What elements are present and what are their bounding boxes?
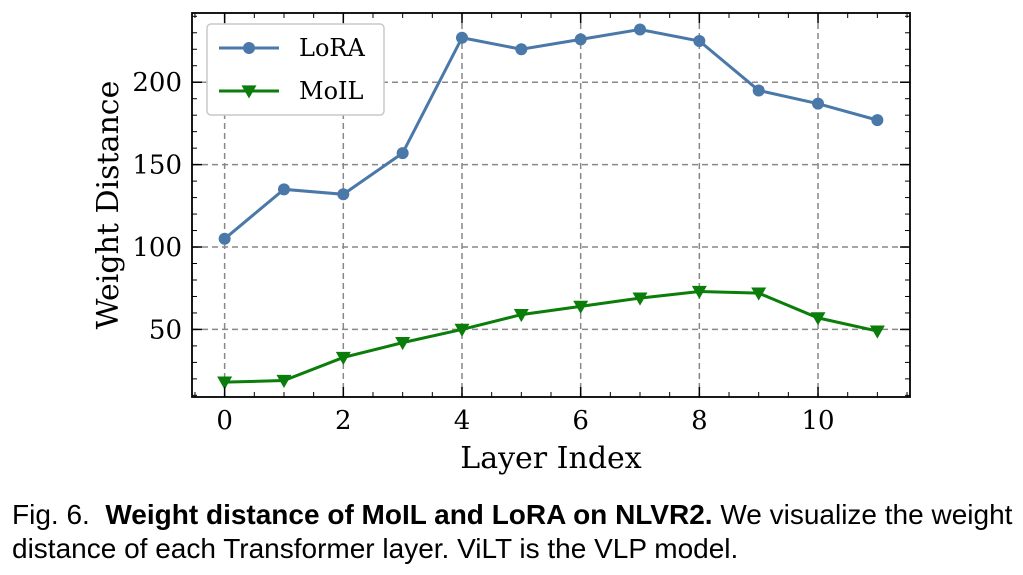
caption-text: We visualize the weight distance of each…: [12, 499, 1013, 564]
data-point-lora: [812, 97, 825, 110]
data-point-moil: [869, 325, 885, 339]
caption-prefix: Fig. 6.: [12, 499, 90, 530]
x-tick-label: 4: [454, 406, 471, 436]
y-axis-label: Weight Distance: [91, 81, 126, 330]
y-tick-label: 150: [132, 151, 182, 181]
x-axis-label: Layer Index: [460, 441, 642, 476]
data-point-lora: [455, 31, 468, 44]
legend-marker-lora: [243, 42, 255, 54]
data-point-lora: [634, 23, 647, 36]
x-tick-label: 10: [801, 406, 834, 436]
data-point-lora: [218, 232, 231, 245]
data-point-lora: [752, 84, 765, 97]
series-line-lora: [223, 27, 878, 240]
legend-label-lora: LoRA: [299, 34, 365, 62]
data-point-lora: [396, 147, 409, 160]
legend-label-moil: MoIL: [299, 77, 364, 105]
data-point-moil: [632, 292, 648, 306]
data-point-moil: [751, 287, 767, 301]
x-tick-label: 6: [572, 406, 589, 436]
x-tick-label: 0: [216, 406, 233, 436]
data-point-lora: [515, 43, 528, 56]
legend-marker-moil: [241, 85, 257, 99]
data-point-lora: [871, 114, 884, 127]
legend: LoRA MoIL: [206, 23, 385, 116]
data-point-moil: [395, 336, 411, 351]
data-point-moil: [573, 300, 589, 314]
figure-caption: Fig. 6. Weight distance of MoIL and LoRA…: [12, 498, 1017, 566]
data-point-moil: [276, 374, 292, 389]
y-tick-label: 100: [132, 233, 182, 263]
data-point-moil: [335, 351, 351, 365]
data-point-lora: [277, 183, 290, 196]
axes: 0 2 4 6 8 10 50 100 150 200: [132, 12, 911, 436]
caption-title: Weight distance of MoIL and LoRA on NLVR…: [105, 499, 713, 530]
x-tick-label: 2: [335, 406, 352, 436]
data-point-moil: [691, 285, 707, 300]
data-point-lora: [574, 33, 587, 46]
y-tick-label: 200: [132, 68, 182, 98]
x-tick-label: 8: [691, 406, 708, 436]
series-layer: [217, 23, 885, 390]
data-point-moil: [513, 308, 529, 323]
data-point-moil: [810, 312, 826, 326]
data-point-moil: [217, 376, 233, 390]
data-point-lora: [693, 35, 706, 48]
data-point-moil: [454, 323, 470, 337]
y-tick-label: 50: [149, 315, 182, 345]
data-point-lora: [337, 188, 350, 201]
series-line-moil: [224, 290, 878, 384]
